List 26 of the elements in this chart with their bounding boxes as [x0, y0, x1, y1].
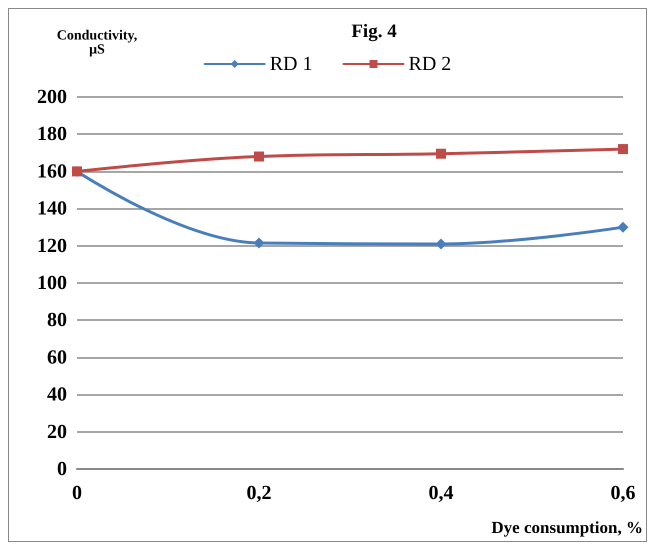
y-tick-label: 60	[47, 346, 67, 368]
x-tick-label: 0,2	[246, 482, 272, 504]
y-tick-label: 20	[47, 420, 67, 443]
legend-label: RD 2	[408, 53, 452, 75]
point	[436, 148, 446, 159]
y-tick-label: 140	[37, 198, 67, 220]
point	[254, 152, 264, 162]
y-tick-label: 120	[37, 234, 67, 257]
chart-title: Fig. 4	[351, 21, 398, 42]
legend-label: RD 1	[270, 53, 313, 75]
y-axis-title: Conductivity, μS	[56, 28, 138, 58]
x-tick-label: 0	[72, 482, 82, 504]
x-tick-label: 0,6	[610, 482, 636, 504]
y-tick-label: 80	[47, 309, 67, 332]
point	[618, 144, 628, 154]
y-tick-label: 100	[37, 272, 67, 294]
y-tick-label: 200	[37, 86, 67, 108]
point	[436, 238, 446, 250]
y-tick-label: 160	[37, 160, 67, 182]
point	[254, 238, 264, 249]
y-tick-label: 0	[57, 458, 67, 480]
y-tick-label: 40	[47, 384, 67, 406]
y-tick-label: 180	[37, 123, 67, 146]
x-axis-title: Dye consumption, %	[491, 518, 643, 537]
point	[618, 222, 628, 233]
x-tick-label: 0,4	[428, 482, 454, 504]
